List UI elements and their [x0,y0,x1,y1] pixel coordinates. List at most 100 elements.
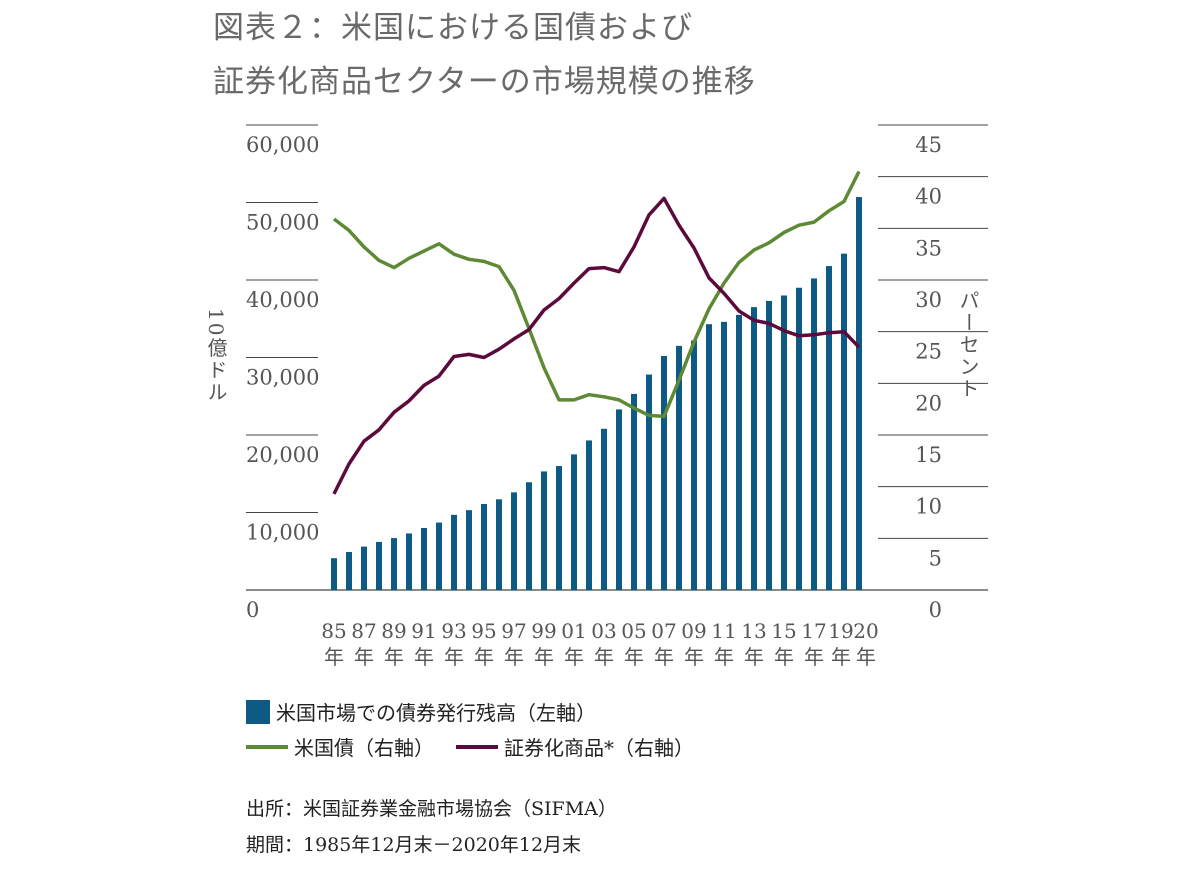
bar-1998 [526,482,532,590]
x-tick-label: 19 [828,619,853,643]
left-tick-label: 60,000 [246,133,319,157]
source-note: 出所：米国証券業金融市場協会（SIFMA） [246,798,617,820]
x-tick-label: 20 [853,619,878,643]
x-tick-suffix: 年 [564,645,584,669]
right-tick-label: 0 [929,598,942,622]
x-tick-label: 15 [771,619,796,643]
x-tick-label: 85 [321,619,346,643]
x-tick-suffix: 年 [654,645,674,669]
x-tick-suffix: 年 [804,645,824,669]
left-tick-label: 20,000 [246,443,319,467]
x-tick-label: 87 [351,619,376,643]
x-tick-label: 01 [561,619,586,643]
bar-2004 [616,409,622,590]
x-tick-label: 11 [711,619,736,643]
bar-1990 [406,533,412,590]
bar-1987 [361,546,367,590]
bar-2006 [646,374,652,590]
bar-2011 [721,321,727,590]
x-tick-label: 17 [801,619,826,643]
bar-2017 [811,278,817,590]
bar-2018 [826,266,832,590]
chart-title-line1: 図表２：米国における国債および [213,10,693,46]
bar-2013 [751,307,757,590]
bar-2007 [661,355,667,590]
x-tick-label: 99 [531,619,556,643]
left-tick-label: 50,000 [246,211,319,235]
x-tick-suffix: 年 [384,645,404,669]
x-tick-suffix: 年 [354,645,374,669]
treasury-line [332,170,861,419]
bar-1985 [331,558,337,590]
legend-treasury-label: 米国債（右軸） [294,736,434,760]
right-tick-label: 5 [929,546,942,570]
right-tick-label: 30 [915,288,942,312]
bar-1992 [436,522,442,590]
x-tick-label: 93 [441,619,466,643]
left-axis-label: 10億ドル [204,308,228,404]
left-tick-label: 30,000 [246,366,319,390]
x-tick-suffix: 年 [831,645,851,669]
x-tick-suffix: 年 [684,645,704,669]
legend-securitized-swatch [456,744,498,749]
legend-lines: 米国債（右軸） 証券化商品*（右軸） [246,732,694,761]
x-tick-label: 07 [651,619,676,643]
bar-1994 [466,510,472,590]
bar-1995 [481,503,487,590]
bar-1997 [511,492,517,590]
chart-title-line2: 証券化商品セクターの市場規模の推移 [213,64,756,100]
left-tick-label: 10,000 [246,521,319,545]
bar-2020 [856,197,862,590]
right-axis-label: パーセント [956,290,980,400]
bar-2010 [706,324,712,590]
x-tick-suffix: 年 [474,645,494,669]
legend-bar-label: 米国市場での債券発行残高（左軸） [276,701,596,725]
x-tick-label: 03 [591,619,616,643]
right-tick-label: 45 [915,133,942,157]
x-tick-label: 97 [501,619,526,643]
legend-treasury-swatch [246,744,288,749]
x-tick-suffix: 年 [504,645,524,669]
x-tick-suffix: 年 [774,645,794,669]
x-tick-label: 91 [411,619,436,643]
x-tick-suffix: 年 [856,645,876,669]
right-tick-label: 40 [915,185,942,209]
x-tick-suffix: 年 [534,645,554,669]
bar-2000 [556,466,562,590]
legend-securitized-label: 証券化商品*（右軸） [504,736,694,760]
right-tick-label: 35 [915,236,942,260]
bar-2016 [796,287,802,590]
x-tick-suffix: 年 [324,645,344,669]
x-tick-label: 89 [381,619,406,643]
x-tick-suffix: 年 [744,645,764,669]
x-tick-label: 13 [741,619,766,643]
bar-1991 [421,528,427,590]
x-tick-suffix: 年 [414,645,434,669]
securitized-line [332,196,861,495]
bar-2012 [736,314,742,590]
legend-bars: 米国市場での債券発行残高（左軸） [246,697,596,726]
bar-2008 [676,345,682,590]
bar-1989 [391,538,397,590]
left-tick-label: 0 [246,598,259,622]
bar-2003 [601,428,607,590]
bar-1988 [376,541,382,590]
bar-2001 [571,454,577,590]
bar-2019 [841,253,847,590]
right-tick-label: 25 [915,340,942,364]
x-tick-suffix: 年 [624,645,644,669]
bar-2014 [766,300,772,590]
x-tick-suffix: 年 [594,645,614,669]
left-tick-label: 40,000 [246,288,319,312]
x-tick-label: 09 [681,619,706,643]
bar-1999 [541,471,547,590]
period-note: 期間：1985年12月末－2020年12月末 [246,834,582,856]
bar-1986 [346,552,352,590]
x-tick-label: 95 [471,619,496,643]
right-tick-label: 15 [915,443,942,467]
x-tick-suffix: 年 [444,645,464,669]
bar-1993 [451,514,457,590]
right-tick-label: 20 [915,391,942,415]
bar-2009 [691,340,697,590]
